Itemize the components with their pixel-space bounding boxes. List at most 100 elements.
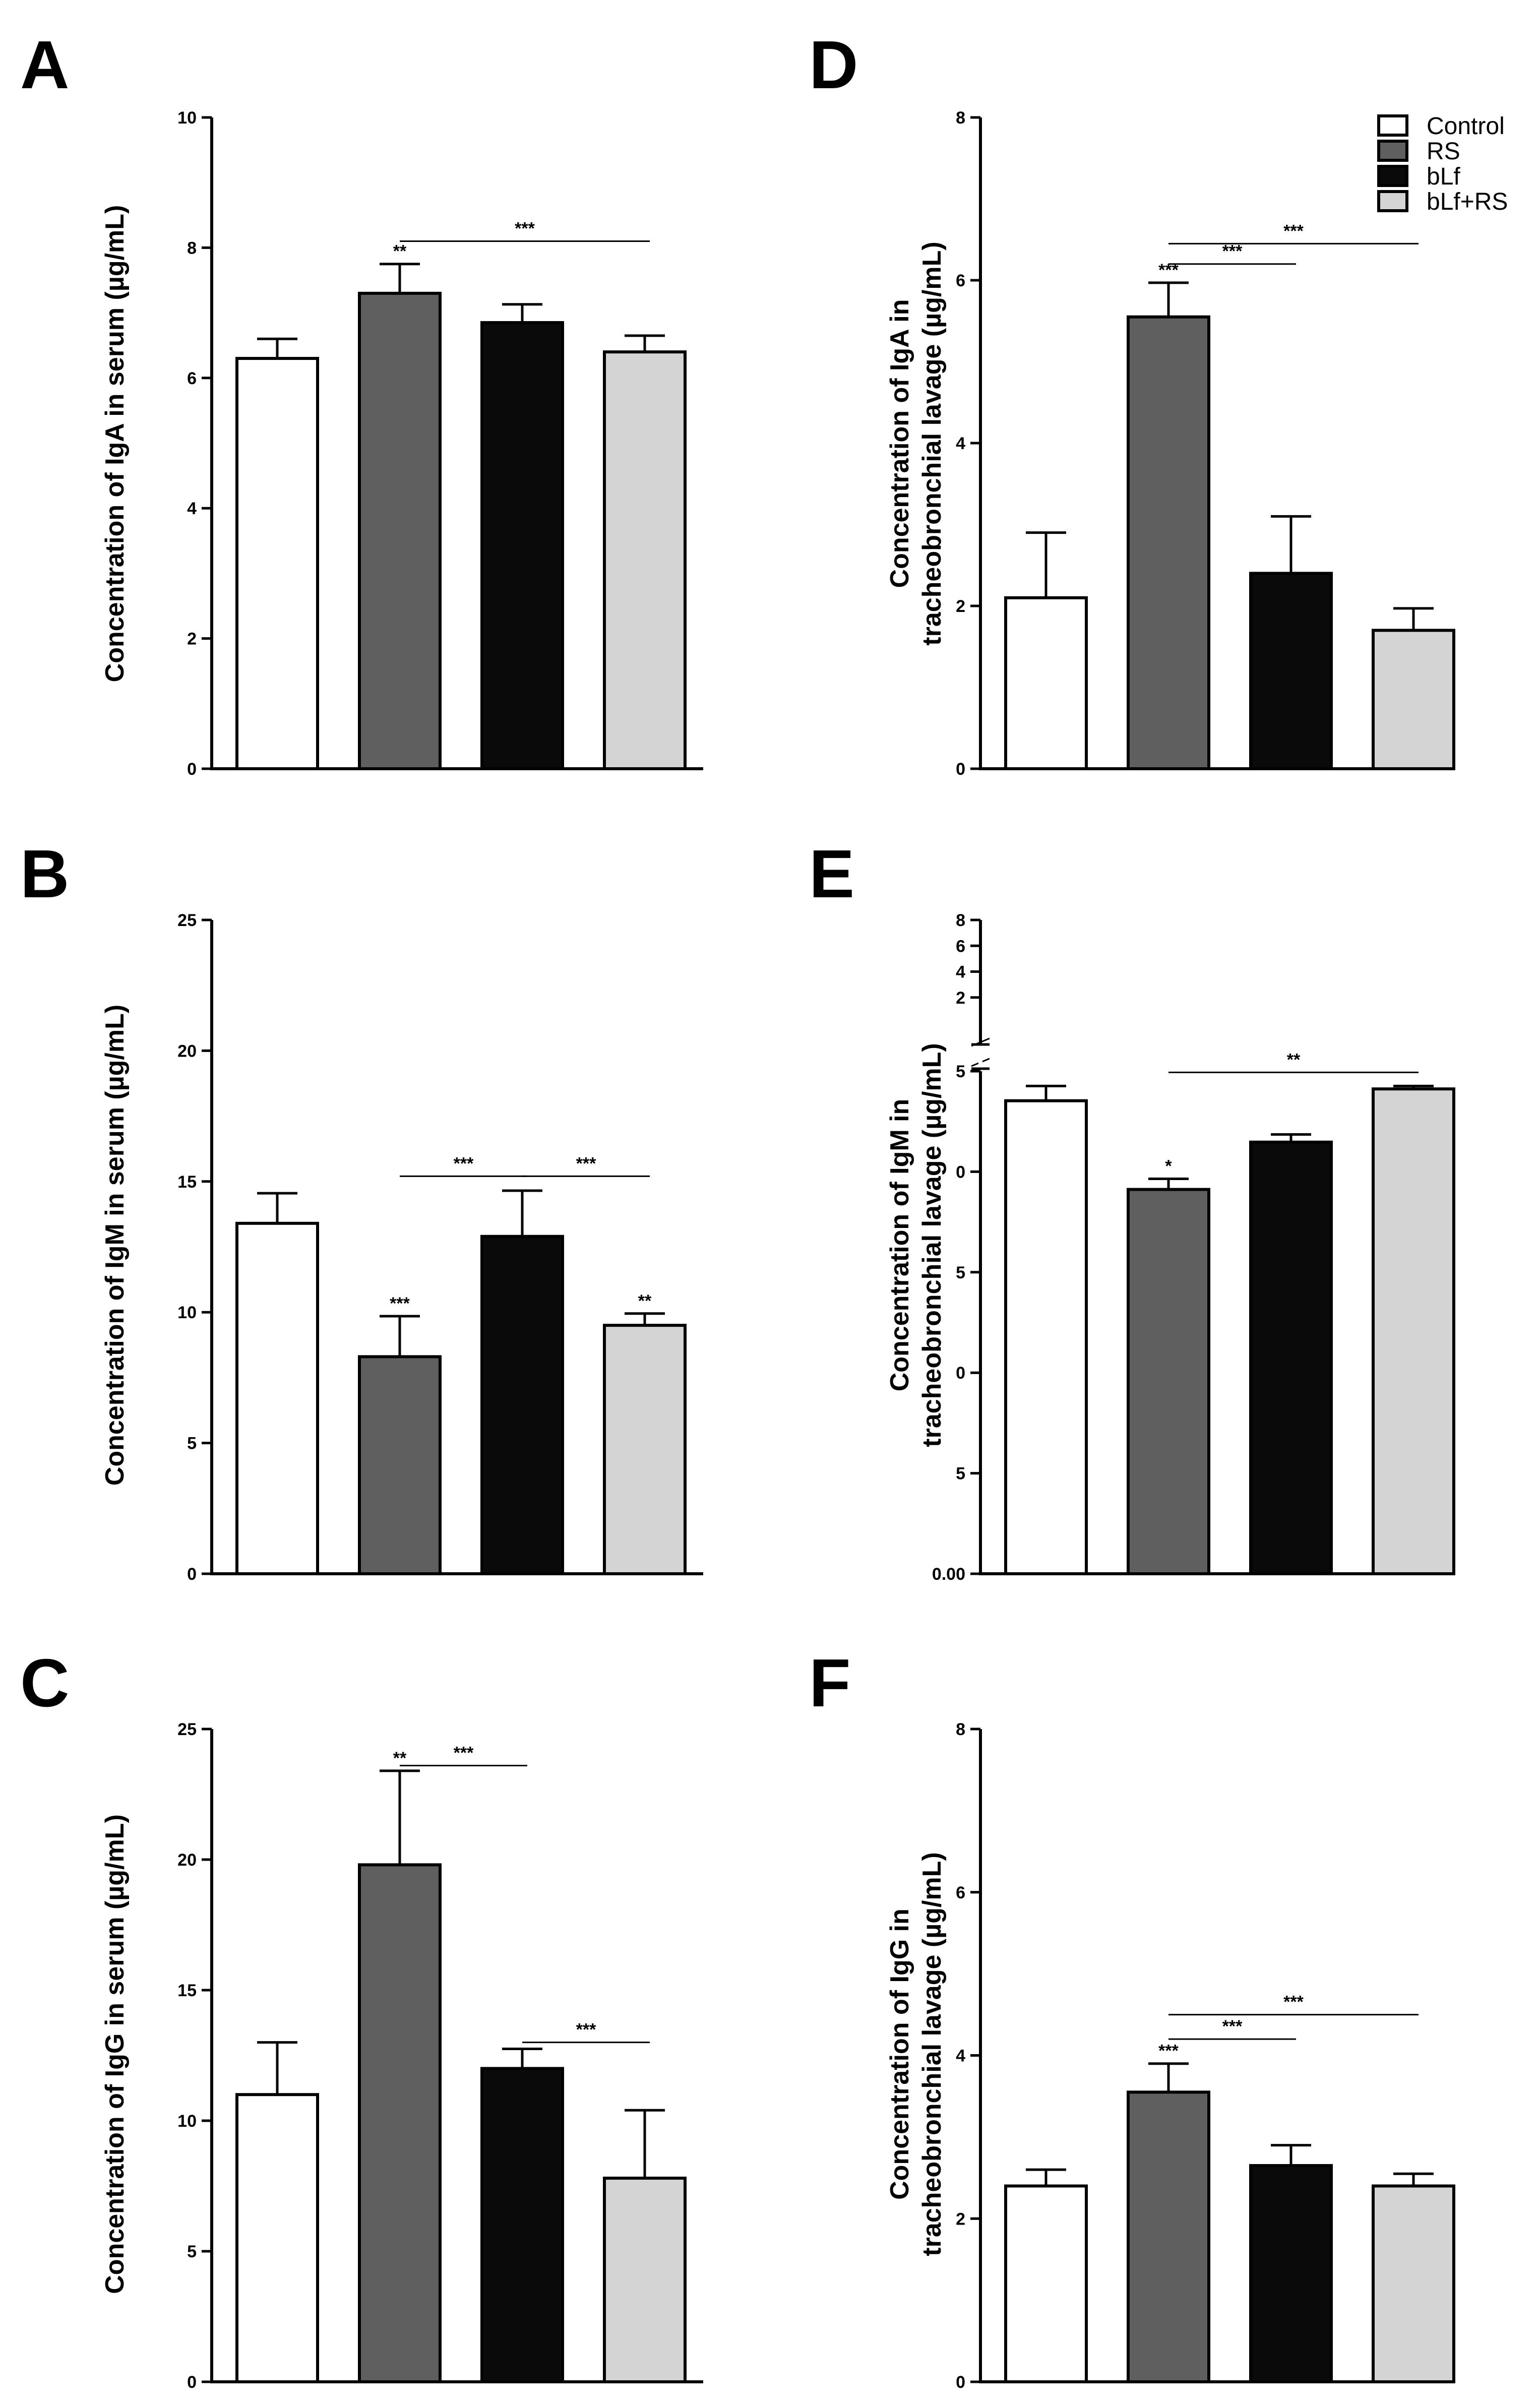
y-axis-label-line: tracheobronchial lavage (µg/mL): [917, 1852, 947, 2256]
y-tick-label: 15: [177, 1173, 197, 1192]
bar-control: [235, 357, 319, 770]
y-tick-label: 8: [187, 238, 197, 258]
y-tick-label: 0.00: [932, 1565, 965, 1584]
panel-label: D: [809, 27, 858, 103]
comparison-label: ***: [1222, 242, 1243, 261]
bar-blf: [480, 321, 564, 770]
significance-mark: **: [393, 242, 407, 261]
bar-blf: [480, 2067, 564, 2383]
y-tick-label: 2: [956, 597, 965, 616]
y-axis-label: Concentration of IgG in tracheobronchial …: [885, 1852, 947, 2256]
y-tick-label: 8: [956, 1720, 965, 1739]
y-tick-label: 4: [956, 2047, 965, 2066]
bar-control: [1004, 2184, 1088, 2383]
y-tick-label: 8: [956, 108, 965, 128]
y-axis-label: Concentration of IgA in tracheobronchial …: [885, 241, 947, 645]
axis-gap: [978, 1044, 982, 1065]
y-axis-label-line: tracheobronchial lavage (µg/mL): [917, 1043, 947, 1447]
bar-blf: [1249, 1140, 1333, 1575]
significance-mark: ***: [1158, 2042, 1179, 2061]
y-tick-label: 0: [956, 1162, 965, 1182]
y-tick-label: 0: [956, 1364, 965, 1383]
bar-rs: [1127, 1188, 1210, 1575]
y-tick-label: 10: [177, 2112, 197, 2131]
y-tick-label: 15: [177, 1981, 197, 2000]
y-tick-label: 5: [956, 1464, 965, 1484]
y-axis-label: Concentration of IgM in serum (µg/mL): [100, 1005, 130, 1486]
significance-mark: *: [1165, 1156, 1172, 1176]
y-tick-label: 5: [956, 1263, 965, 1282]
bar-blf-rs: [1372, 629, 1455, 770]
panel-F: F Concentration of IgG in tracheobronchial…: [809, 1645, 1455, 2392]
y-tick-label: 0: [187, 2373, 197, 2392]
y-axis-label: Concentration of IgA in serum (µg/mL): [100, 205, 130, 683]
bar-blf-rs: [1372, 1087, 1455, 1575]
panel-D: D Concentration of IgA in tracheobronchial…: [809, 27, 1455, 779]
y-tick-label: 5: [956, 1062, 965, 1081]
significance-mark: **: [638, 1291, 652, 1311]
bar-blf-rs: [603, 2176, 687, 2383]
y-tick-label: 8: [956, 911, 965, 930]
panel-B: B Concentration of IgM in serum (µg/mL) 0 5…: [20, 836, 703, 1584]
panel-label: B: [20, 836, 70, 912]
bar-rs: [1127, 2090, 1210, 2383]
comparison-label: ***: [454, 1744, 474, 1763]
y-axis-label-line: Concentration of IgM in: [885, 1099, 914, 1392]
y-tick-label: 4: [956, 434, 965, 453]
y-axis-label-line: tracheobronchial lavage (µg/mL): [917, 241, 947, 645]
y-axis-label-line: Concentration of IgG in: [885, 1908, 914, 2200]
legend-entry: Control: [1427, 113, 1505, 140]
bar-rs: [1127, 315, 1210, 770]
y-tick-label: 2: [956, 2209, 965, 2229]
legend-swatch: [1377, 114, 1408, 137]
y-tick-label: 6: [956, 271, 965, 290]
panel-label: A: [20, 27, 70, 103]
bar-control: [235, 2093, 319, 2384]
y-tick-label: 2: [187, 630, 197, 649]
legend-swatch: [1377, 190, 1408, 212]
y-tick-label: 0: [187, 760, 197, 779]
y-tick-label: 0: [187, 1565, 197, 1584]
significance-mark: **: [393, 1749, 407, 1768]
significance-mark: ***: [390, 1294, 410, 1313]
y-tick-label: 4: [187, 499, 197, 518]
comparison-label: ***: [1222, 2017, 1243, 2036]
comparison-label: ***: [515, 219, 535, 238]
bar-blf-rs: [603, 350, 687, 770]
y-tick-label: 5: [187, 2242, 197, 2261]
y-tick-label: 5: [187, 1434, 197, 1453]
legend-swatch: [1377, 165, 1408, 187]
chart-panels: A Concentration of IgA in serum (µg/mL) 0 2…: [20, 27, 1455, 2392]
bar-blf-rs: [1372, 2184, 1455, 2383]
bar-rs: [358, 1863, 442, 2384]
bar-control: [235, 1221, 319, 1576]
y-axis-label: Concentration of IgG in serum (µg/mL): [100, 1814, 130, 2294]
panel-label: F: [809, 1645, 850, 1721]
bar-control: [1004, 1099, 1088, 1575]
y-tick-label: 0: [956, 2373, 965, 2392]
legend-entry: bLf: [1427, 163, 1460, 190]
y-axis-label: Concentration of IgM in tracheobronchial …: [885, 1043, 947, 1447]
y-tick-label: 20: [177, 1851, 197, 1870]
y-tick-label: 0: [956, 760, 965, 779]
y-tick-label: 20: [177, 1041, 197, 1061]
bar-rs: [358, 1355, 442, 1575]
comparison-label: ***: [1283, 1993, 1304, 2012]
panel-A: A Concentration of IgA in serum (µg/mL) 0 2…: [20, 27, 703, 779]
bar-rs: [358, 291, 442, 770]
bar-blf: [480, 1235, 564, 1576]
y-tick-label: 6: [956, 1883, 965, 1902]
bar-control: [1004, 596, 1088, 770]
y-tick-label: 25: [177, 1720, 197, 1739]
legend-entry: bLf+RS: [1427, 189, 1508, 215]
comparison-label: **: [1287, 1050, 1301, 1069]
panel-C: C Concentration of IgG in serum (µg/mL) 0 5…: [20, 1645, 703, 2392]
y-tick-label: 6: [187, 369, 197, 388]
bar-blf: [1249, 572, 1333, 771]
legend-swatch: [1377, 140, 1408, 162]
panel-label: E: [809, 836, 854, 912]
bar-blf-rs: [603, 1324, 687, 1575]
comparison-label: ***: [1283, 221, 1304, 240]
comparison-label: ***: [454, 1154, 474, 1173]
